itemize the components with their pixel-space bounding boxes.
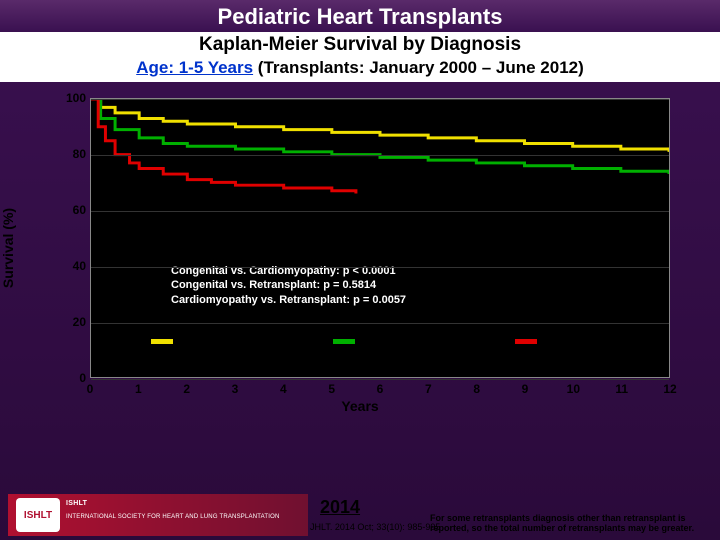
gridline — [91, 211, 669, 212]
citation-text: JHLT. 2014 Oct; 33(10): 985-995 — [310, 522, 440, 532]
y-axis-label: Survival (%) — [0, 208, 16, 288]
x-tick-label: 11 — [615, 382, 628, 396]
stats-line: Cardiomyopathy vs. Retransplant: p = 0.0… — [171, 293, 406, 307]
ishlt-logo: ISHLT ISHLT INTERNATIONAL SOCIETY FOR HE… — [8, 494, 308, 536]
y-tick-label: 80 — [60, 147, 86, 161]
x-tick-label: 10 — [567, 382, 580, 396]
x-tick-label: 1 — [135, 382, 142, 396]
survival-curves — [91, 99, 669, 377]
legend-swatch-cardiomyopathy — [151, 339, 173, 344]
gridline — [91, 379, 669, 380]
x-tick-label: 3 — [232, 382, 239, 396]
stats-line: Congenital vs. Retransplant: p = 0.5814 — [171, 278, 406, 292]
x-tick-label: 0 — [87, 382, 94, 396]
legend — [151, 339, 537, 344]
y-tick-label: 20 — [60, 315, 86, 329]
footnote-text: For some retransplants diagnosis other t… — [430, 514, 710, 534]
year-label: 2014 — [320, 497, 360, 518]
x-tick-label: 9 — [522, 382, 529, 396]
legend-swatch-retransplant — [515, 339, 537, 344]
x-tick-label: 8 — [473, 382, 480, 396]
header-bar: Pediatric Heart Transplants — [0, 0, 720, 32]
y-tick-label: 100 — [60, 91, 86, 105]
x-tick-label: 5 — [328, 382, 335, 396]
x-tick-label: 6 — [377, 382, 384, 396]
logo-line1: ISHLT — [66, 500, 87, 507]
subtitle-rest: (Transplants: January 2000 – June 2012) — [253, 58, 584, 77]
logo-line2: INTERNATIONAL SOCIETY FOR HEART AND LUNG… — [66, 514, 280, 520]
y-tick-label: 40 — [60, 259, 86, 273]
gridline — [91, 323, 669, 324]
pvalue-text: Congenital vs. Cardiomyopathy: p < 0.000… — [171, 264, 406, 307]
y-tick-label: 60 — [60, 203, 86, 217]
legend-swatch-congenital — [333, 339, 355, 344]
x-tick-label: 12 — [663, 382, 676, 396]
gridline — [91, 267, 669, 268]
subtitle-underlined: Age: 1-5 Years — [136, 58, 253, 77]
y-tick-label: 0 — [60, 371, 86, 385]
x-tick-label: 7 — [425, 382, 432, 396]
x-tick-label: 2 — [183, 382, 190, 396]
logo-badge: ISHLT — [16, 498, 60, 532]
slide-subtitle-1: Kaplan-Meier Survival by Diagnosis — [0, 32, 720, 58]
gridline — [91, 155, 669, 156]
gridline — [91, 99, 669, 100]
x-tick-label: 4 — [280, 382, 287, 396]
plot-area: Congenital vs. Cardiomyopathy: p < 0.000… — [90, 98, 670, 378]
chart-region: Survival (%) Congenital vs. Cardiomyopat… — [40, 88, 680, 408]
slide-subtitle-2: Age: 1-5 Years (Transplants: January 200… — [0, 58, 720, 82]
x-axis-label: Years — [341, 398, 378, 414]
slide-title: Pediatric Heart Transplants — [0, 4, 720, 30]
slide-root: Pediatric Heart Transplants Kaplan-Meier… — [0, 0, 720, 540]
plot-container: Congenital vs. Cardiomyopathy: p < 0.000… — [40, 88, 680, 408]
